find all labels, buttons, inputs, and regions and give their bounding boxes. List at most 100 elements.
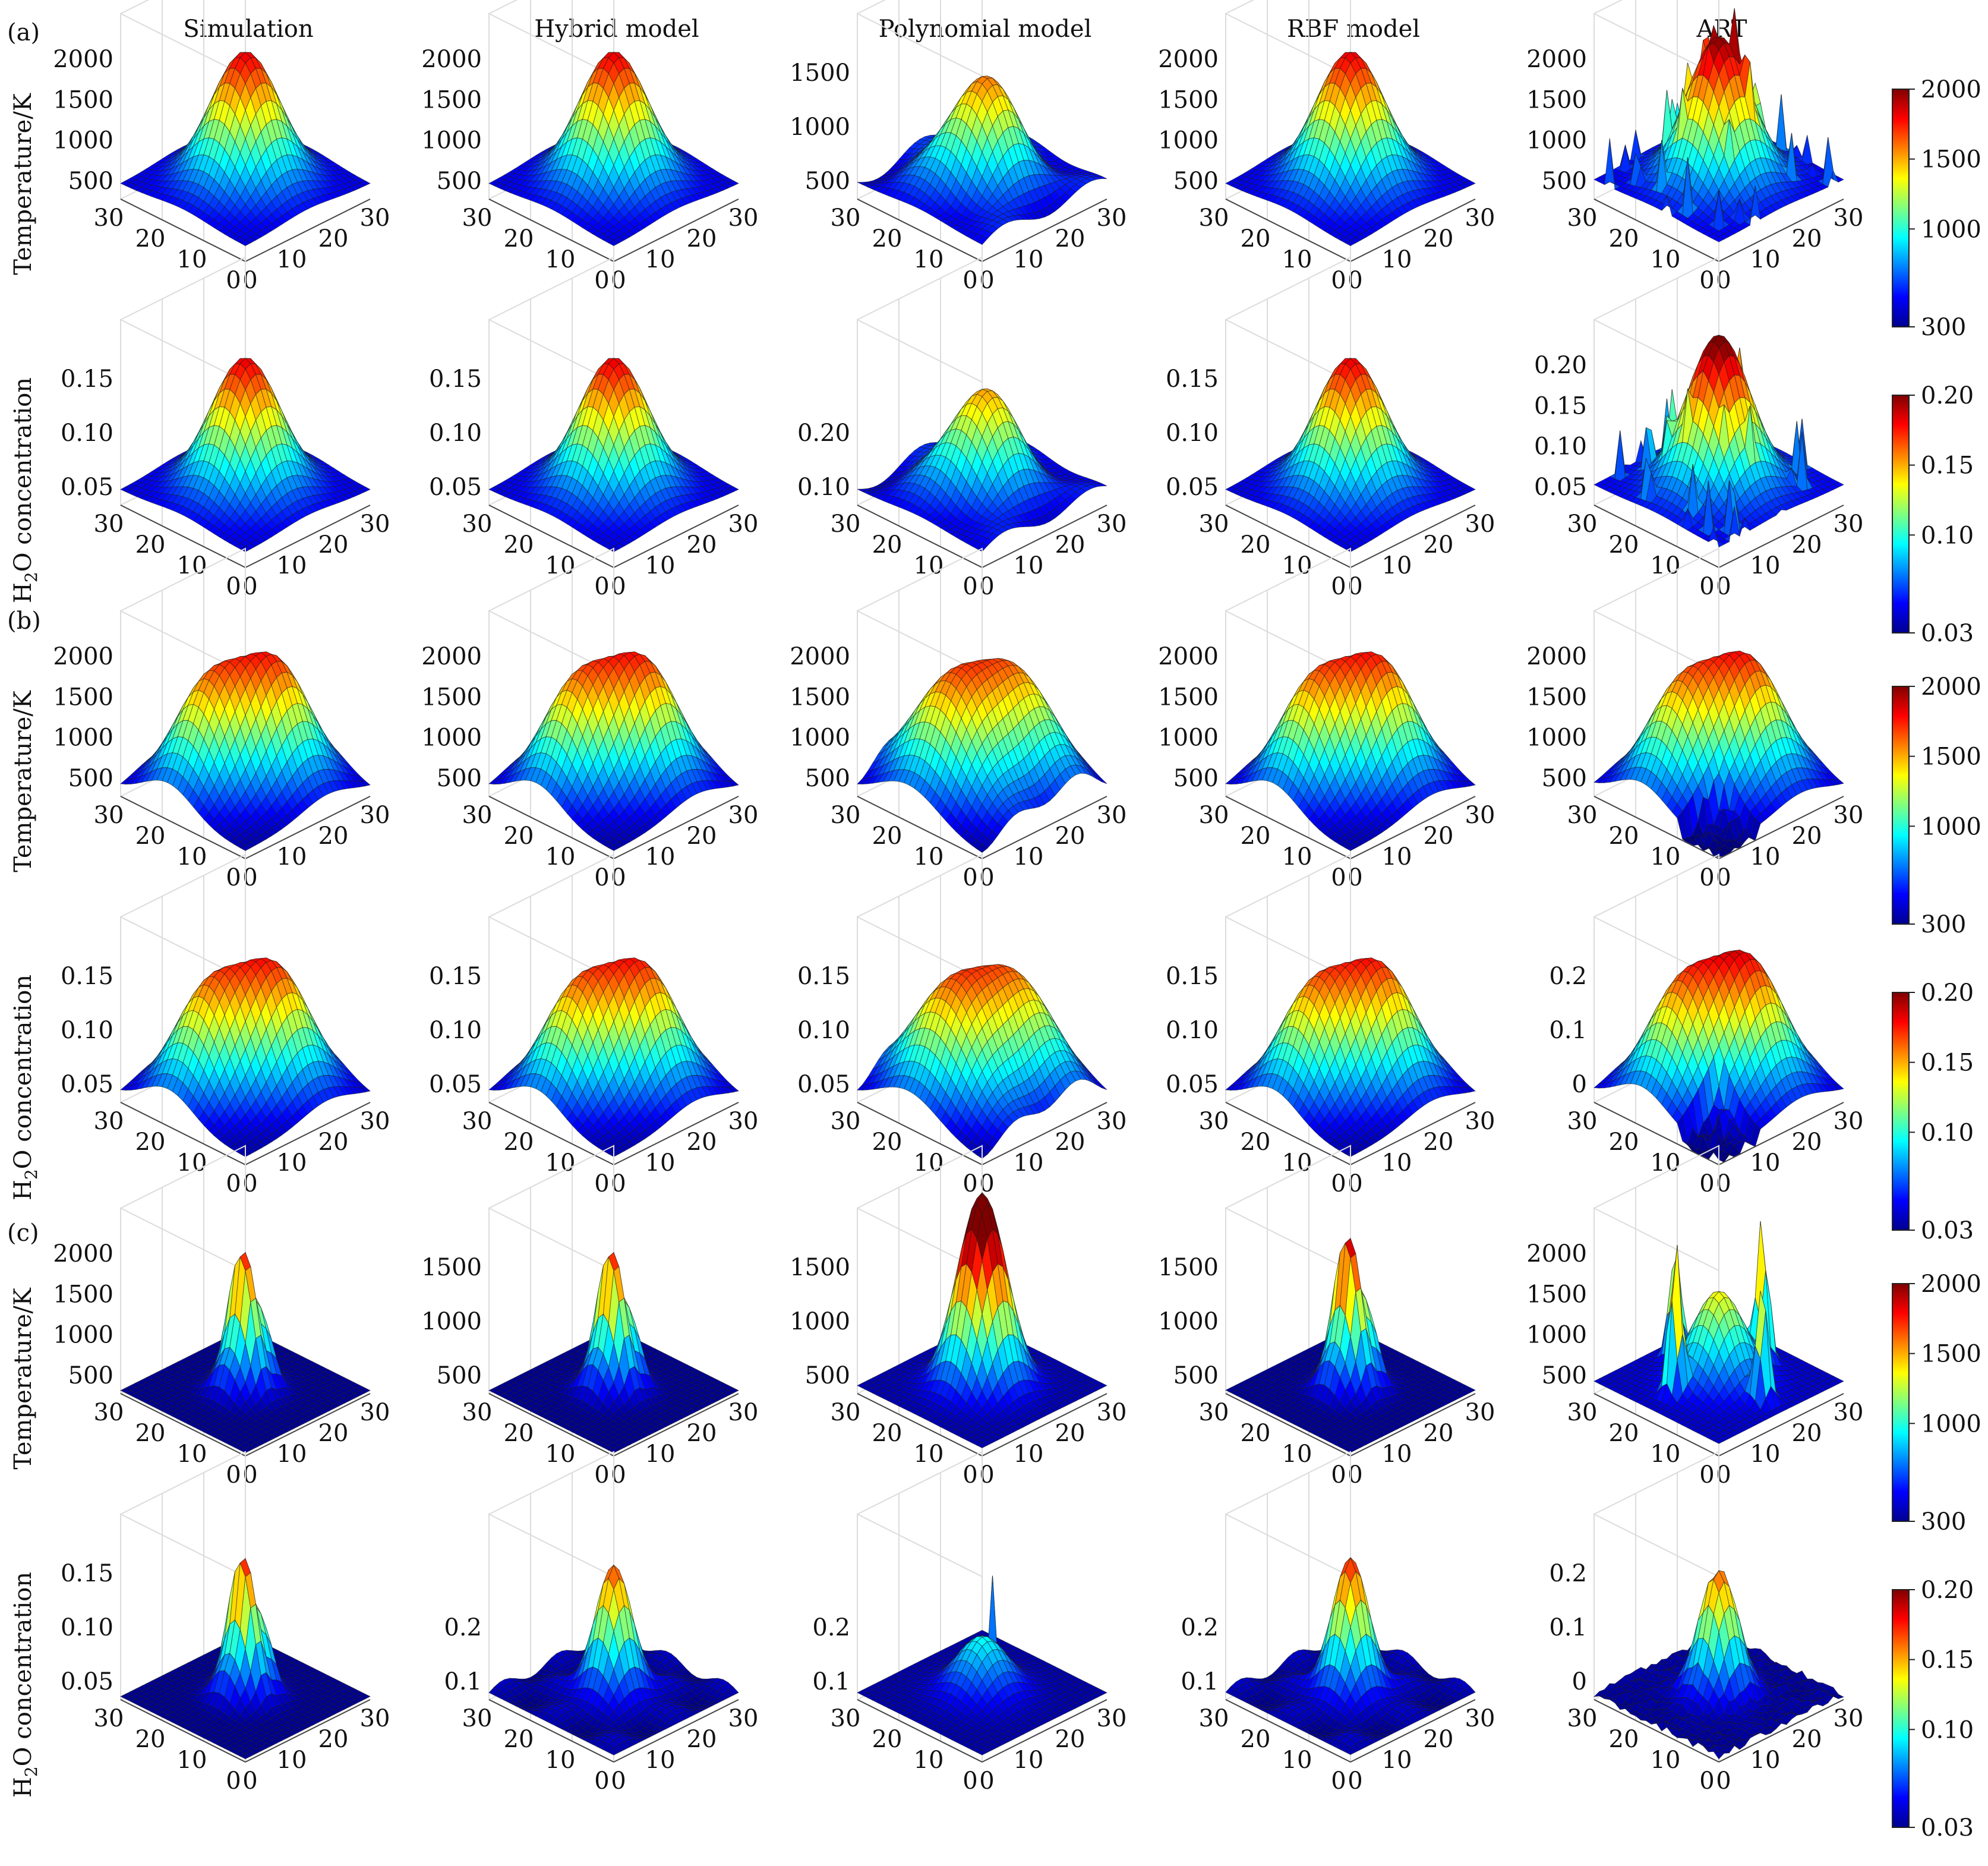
x-tick-label: 30 [1097, 802, 1127, 829]
row-label: Temperature/K [10, 93, 37, 275]
z-tick-label: 2000 [1526, 46, 1587, 73]
colorbar-tick-label: 1500 [1921, 743, 1981, 771]
x-tick-label: 10 [1750, 552, 1781, 579]
surface-mesh [488, 1564, 739, 1755]
column-title: Simulation [183, 15, 313, 43]
x-tick-label: 10 [1382, 246, 1412, 273]
colorbar: 300 1000 1500 2000 [1892, 1271, 1981, 1536]
surface-mesh [488, 957, 739, 1157]
y-tick-label: 0 [1331, 267, 1346, 294]
x-tick-label: 20 [1792, 531, 1822, 559]
x-tick-label: 30 [728, 510, 759, 538]
axes-lines [1225, 1699, 1476, 1763]
z-tick-label: 0.05 [797, 1071, 850, 1098]
surface-mesh [488, 1252, 740, 1454]
y-tick-label: 30 [462, 802, 493, 829]
y-tick-label: 30 [1567, 1399, 1598, 1426]
axes-lines [120, 505, 371, 568]
colorbar-tick-label: 0.20 [1921, 382, 1974, 409]
column-title: Hybrid model [534, 15, 699, 43]
z-tick-label: 0.10 [1534, 433, 1587, 461]
y-tick-label: 10 [1651, 843, 1681, 871]
z-tick-label: 1500 [1526, 683, 1587, 711]
z-tick-label: 0.2 [1549, 963, 1587, 990]
x-tick-label: 10 [277, 1149, 307, 1177]
y-tick-label: 30 [94, 204, 124, 232]
x-tick-label: 20 [1792, 1420, 1822, 1447]
y-tick-label: 0 [594, 573, 609, 600]
y-tick-label: 0 [963, 1461, 977, 1489]
axes-lines [1593, 505, 1844, 568]
column-title: Polynomial model [879, 15, 1092, 43]
x-tick-label: 10 [645, 552, 676, 579]
axes-lines [120, 198, 371, 262]
surface-mesh [857, 388, 1107, 552]
y-tick-label: 30 [1199, 1705, 1229, 1732]
surface-mesh [1593, 335, 1845, 548]
colorbar-tick-label: 1500 [1921, 1341, 1981, 1368]
z-tick-label: 1000 [53, 1322, 113, 1349]
x-tick-label: 20 [1055, 531, 1085, 559]
x-tick-label: 10 [1014, 843, 1044, 871]
x-tick-label: 0 [1716, 1767, 1731, 1795]
colorbar-tick-label: 1000 [1921, 813, 1981, 840]
x-tick-label: 20 [318, 225, 349, 253]
y-tick-label: 30 [462, 1108, 493, 1135]
axes-lines [857, 1102, 1107, 1165]
surface-mesh [119, 651, 371, 851]
x-tick-label: 30 [1465, 802, 1495, 829]
z-tick-label: 1500 [53, 1281, 113, 1308]
z-tick-label: 0.10 [429, 1017, 482, 1044]
surface-mesh [856, 964, 1107, 1159]
z-tick-label: 1500 [790, 683, 850, 711]
z-tick-label: 1500 [421, 86, 482, 114]
surface-plot: 0 10 20 30 0 10 20 30 500 1000 1500 [790, 1145, 1126, 1489]
x-tick-label: 30 [728, 1705, 759, 1732]
surface-mesh [856, 658, 1107, 853]
z-tick-label: 0.1 [812, 1668, 850, 1695]
surface-mesh [119, 1558, 371, 1760]
x-tick-label: 20 [687, 225, 717, 253]
y-tick-label: 30 [831, 1399, 861, 1426]
y-tick-label: 10 [545, 246, 576, 273]
surface-mesh [856, 1192, 1108, 1448]
x-tick-label: 30 [728, 802, 759, 829]
axes-lines [488, 198, 739, 262]
z-tick-label: 0.05 [1534, 474, 1587, 501]
row-label: H2O concentration [10, 975, 41, 1200]
y-tick-label: 30 [94, 1705, 124, 1732]
axes-lines [1593, 198, 1844, 262]
colorbar-tick-label: 0.03 [1921, 620, 1974, 647]
axes-lines [857, 1393, 1107, 1457]
y-tick-label: 0 [963, 267, 977, 294]
y-tick-label: 10 [1651, 1441, 1681, 1468]
surface-mesh [856, 1575, 1108, 1755]
axes-lines [1225, 198, 1476, 262]
y-tick-label: 0 [963, 864, 977, 891]
x-tick-label: 0 [611, 1767, 626, 1795]
z-tick-label: 0.1 [1549, 1017, 1587, 1044]
axes-lines [488, 796, 739, 859]
y-tick-label: 0 [226, 573, 241, 600]
y-tick-label: 20 [1241, 1129, 1271, 1156]
x-tick-label: 30 [1834, 1399, 1864, 1426]
row-label: Temperature/K [10, 690, 37, 872]
colorbar-tick-label: 0.15 [1921, 452, 1974, 480]
y-tick-label: 20 [1241, 531, 1271, 559]
surface-plot: 0 10 20 30 0 10 20 30 0.1 0.2 [1181, 1451, 1495, 1795]
x-tick-label: 10 [1750, 843, 1781, 871]
y-tick-label: 0 [594, 1461, 609, 1489]
colorbar-tick-label: 0.03 [1921, 1217, 1974, 1244]
z-tick-label: 1500 [421, 683, 482, 711]
x-tick-label: 10 [1382, 552, 1412, 579]
axes-lines [488, 505, 739, 568]
x-tick-label: 30 [1097, 510, 1127, 538]
surface-plot: 0 10 20 30 0 10 20 30 0.1 0.2 [444, 1451, 759, 1795]
y-tick-label: 30 [1567, 204, 1598, 232]
x-tick-label: 10 [277, 843, 307, 871]
x-tick-label: 20 [687, 531, 717, 559]
y-tick-label: 10 [177, 246, 207, 273]
z-tick-label: 0.10 [1166, 420, 1219, 447]
colorbars: 300 1000 1500 2000 0.03 0.10 0.15 0.20 300 1000 15… [1892, 76, 1981, 1842]
row-labels: Temperature/K H2O concentration Temperatur… [10, 93, 41, 1798]
